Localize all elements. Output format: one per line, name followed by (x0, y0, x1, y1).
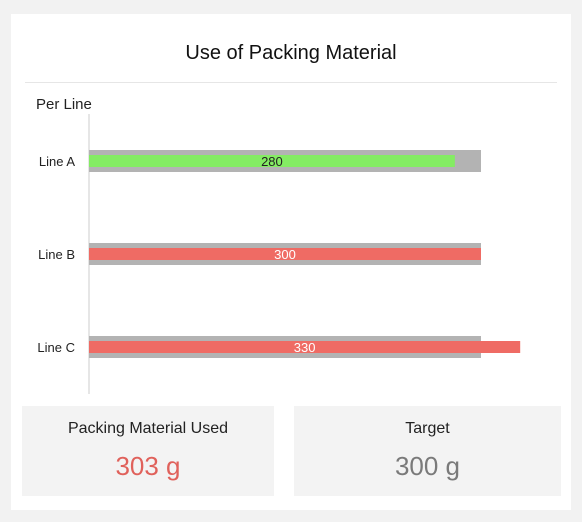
chart-subtitle: Per Line (36, 96, 92, 113)
bullet-bar-chart: Line A 280 Line B 300 Line C 330 (37, 114, 521, 394)
kpi-card-target: Target 300 g (294, 406, 561, 496)
title-divider (25, 82, 557, 83)
kpi-card-material-used: Packing Material Used 303 g (22, 406, 274, 496)
data-label-line-c: 330 (294, 340, 316, 355)
value-bar-line-c (89, 341, 521, 353)
value-bar-line-a (89, 155, 455, 167)
chart-title: Use of Packing Material (185, 42, 397, 64)
dashboard-card: Use of Packing Material Per Line Line A 2… (11, 14, 571, 510)
category-label-line-a: Line A (39, 154, 75, 169)
kpi-value-material-used: 303 g (115, 451, 181, 481)
category-label-line-c: Line C (37, 340, 75, 355)
kpi-label-target: Target (405, 420, 450, 437)
kpi-value-target: 300 g (394, 451, 461, 481)
data-label-line-a: 280 (261, 154, 283, 169)
value-bar-line-b (89, 248, 481, 260)
category-label-line-b: Line B (38, 247, 75, 262)
kpi-label-material-used: Packing Material Used (67, 420, 229, 437)
data-label-line-b: 300 (274, 247, 296, 262)
